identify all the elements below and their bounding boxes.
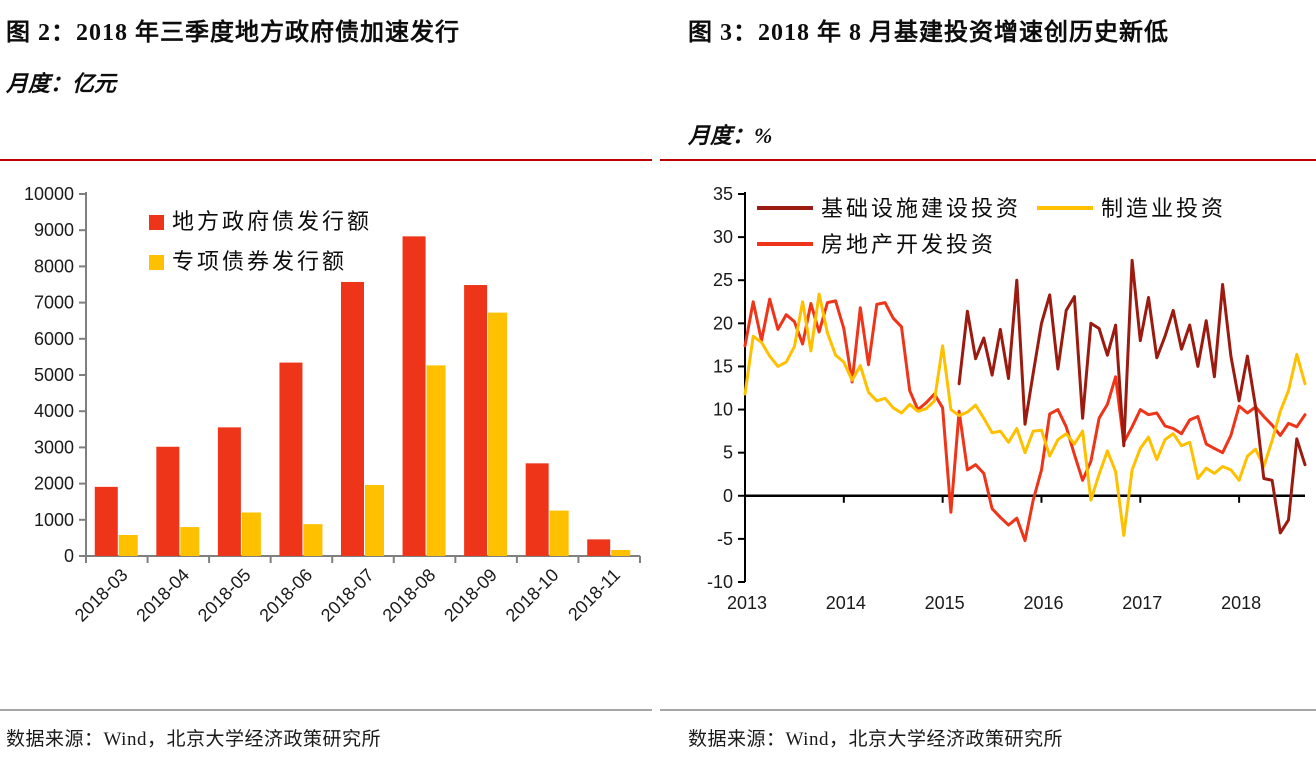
svg-text:2018-04: 2018-04 [132,565,193,626]
svg-text:专项债券发行额: 专项债券发行额 [172,249,347,274]
svg-text:2017: 2017 [1122,593,1162,613]
figure3-title: 图 3：2018 年 8 月基建投资增速创历史新低 [688,20,1169,46]
svg-text:1000: 1000 [34,510,74,530]
figure3-source: 数据来源：Wind，北京大学经济政策研究所 [688,729,1063,750]
svg-text:7000: 7000 [34,293,74,313]
svg-text:2000: 2000 [34,474,74,494]
bar-chart-local-gov-bonds: 0 1000 2000 3000 4000 5000 6000 7000 8000 9000 100… [24,184,641,626]
svg-text:2018-09: 2018-09 [440,565,501,626]
svg-text:8000: 8000 [34,256,74,276]
figure3-unit-label: 月度：% [688,123,773,148]
svg-text:10000: 10000 [24,184,74,204]
svg-text:制造业投资: 制造业投资 [1101,196,1226,221]
svg-text:5000: 5000 [34,365,74,385]
svg-text:25: 25 [713,270,733,290]
figure-panel-left: 图 2：2018 年三季度地方政府债加速发行 月度：亿元 0 1000 2000 30… [0,0,652,768]
svg-text:2018-11: 2018-11 [564,565,624,625]
svg-text:0: 0 [64,546,74,566]
figure3-bottom-rule [660,709,1316,711]
svg-text:10: 10 [713,400,733,420]
svg-text:2018-06: 2018-06 [255,565,316,626]
svg-text:基础设施建设投资: 基础设施建设投资 [821,196,1021,221]
svg-text:2016: 2016 [1023,593,1063,613]
figure-panel-right: 图 3：2018 年 8 月基建投资增速创历史新低 月度：% -10 -5 0 5 10… [660,0,1316,768]
svg-text:5: 5 [723,443,733,463]
figure2-source: 数据来源：Wind，北京大学经济政策研究所 [6,729,381,750]
svg-text:4000: 4000 [34,401,74,421]
figure2-bottom-rule [0,709,652,711]
line-chart-investment-growth: -10 -5 0 5 10 15 20 25 30 35 2013 2014 2015 2016 2017 2… [707,184,1307,613]
svg-text:2018: 2018 [1221,593,1261,613]
svg-text:2015: 2015 [925,593,965,613]
svg-text:20: 20 [713,313,733,333]
svg-text:30: 30 [713,227,733,247]
svg-text:6000: 6000 [34,329,74,349]
svg-text:地方政府债发行额: 地方政府债发行额 [172,209,372,234]
svg-text:-10: -10 [707,572,733,592]
svg-text:9000: 9000 [34,220,74,240]
figure3-top-rule [660,159,1316,161]
svg-text:2018-07: 2018-07 [317,565,378,626]
figure2-top-rule [0,159,652,161]
svg-text:0: 0 [723,486,733,506]
svg-text:房地产开发投资: 房地产开发投资 [821,232,996,257]
svg-text:3000: 3000 [34,437,74,457]
svg-text:2018-08: 2018-08 [379,565,440,626]
svg-text:2014: 2014 [826,593,866,613]
figure2-title: 图 2：2018 年三季度地方政府债加速发行 [6,20,460,46]
svg-text:-5: -5 [717,529,733,549]
svg-text:2013: 2013 [727,593,767,613]
svg-text:2018-03: 2018-03 [71,565,132,626]
svg-text:2018-10: 2018-10 [502,565,563,626]
svg-text:35: 35 [713,184,733,204]
figure2-unit-label: 月度：亿元 [6,71,117,96]
svg-text:15: 15 [713,356,733,376]
svg-text:2018-05: 2018-05 [194,565,255,626]
